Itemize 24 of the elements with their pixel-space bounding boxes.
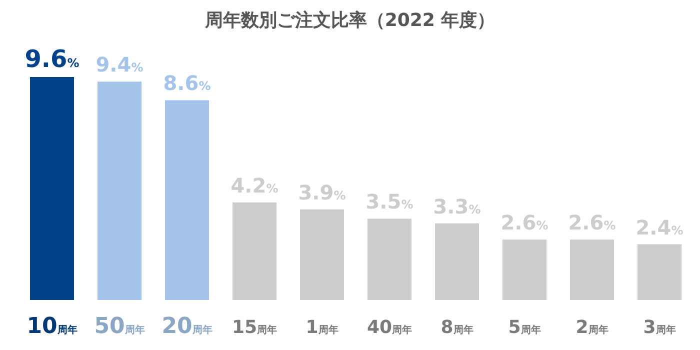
x-tick-label: 40周年 — [366, 317, 412, 338]
x-tick-label: 2周年 — [576, 317, 608, 338]
bar — [638, 244, 682, 300]
data-label: 9.6% — [24, 45, 80, 73]
x-tick-label: 50周年 — [94, 314, 145, 339]
data-label: 8.6% — [163, 71, 211, 96]
data-label: 9.4% — [96, 52, 144, 77]
bar — [165, 100, 209, 300]
x-tick-label: 15周年 — [232, 317, 278, 338]
x-tick-label: 3周年 — [643, 317, 676, 338]
x-tick-label: 10周年 — [26, 314, 78, 339]
bar — [502, 240, 546, 300]
bar — [368, 218, 412, 300]
bar — [435, 223, 479, 300]
bar — [300, 209, 344, 300]
x-tick-label: 5周年 — [508, 317, 541, 338]
bar — [30, 77, 74, 300]
bar — [98, 82, 142, 300]
chart-title: 周年数別ご注文比率（2022 年度） — [204, 10, 496, 31]
x-tick-label: 20周年 — [162, 314, 212, 339]
x-tick-label: 1周年 — [306, 317, 338, 338]
bar — [232, 202, 276, 300]
bar — [570, 240, 614, 300]
x-tick-label: 8周年 — [440, 317, 474, 338]
